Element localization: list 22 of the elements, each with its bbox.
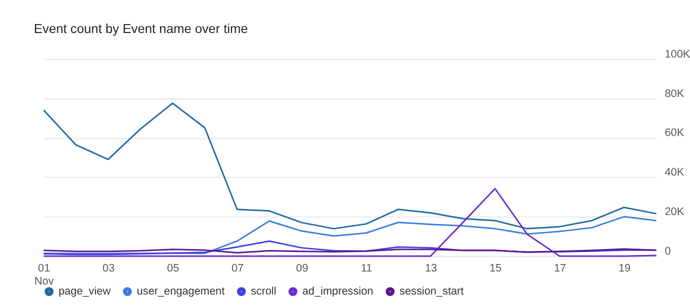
legend-label: ad_impression — [302, 286, 374, 298]
x-tick-label: 01 Nov — [34, 262, 54, 288]
chart-title: Event count by Event name over time — [34, 21, 248, 36]
legend-label: page_view — [58, 286, 111, 298]
x-tick-label: 05 — [167, 262, 180, 274]
x-tick-label: 07 — [232, 262, 244, 274]
x-tick-label: 15 — [489, 262, 502, 274]
x-tick-label: 03 — [102, 262, 115, 274]
y-tick-label: 60K — [664, 127, 685, 140]
legend-label: user_engagement — [136, 286, 225, 298]
y-tick-label: 80K — [664, 88, 685, 100]
legend-label: session_start — [400, 286, 464, 298]
x-tick-label: 11 — [360, 262, 372, 274]
x-tick-label: 09 — [296, 262, 308, 274]
y-tick-label: 0 — [664, 246, 671, 258]
x-tick-label: 13 — [425, 262, 438, 274]
legend-label: scroll — [250, 286, 276, 298]
x-tick-label: 19 — [618, 262, 631, 274]
x-tick-label: 17 — [554, 262, 566, 274]
y-tick-label: 20K — [664, 206, 685, 218]
y-tick-label: 100K — [664, 48, 690, 60]
y-tick-label: 40K — [664, 166, 685, 179]
